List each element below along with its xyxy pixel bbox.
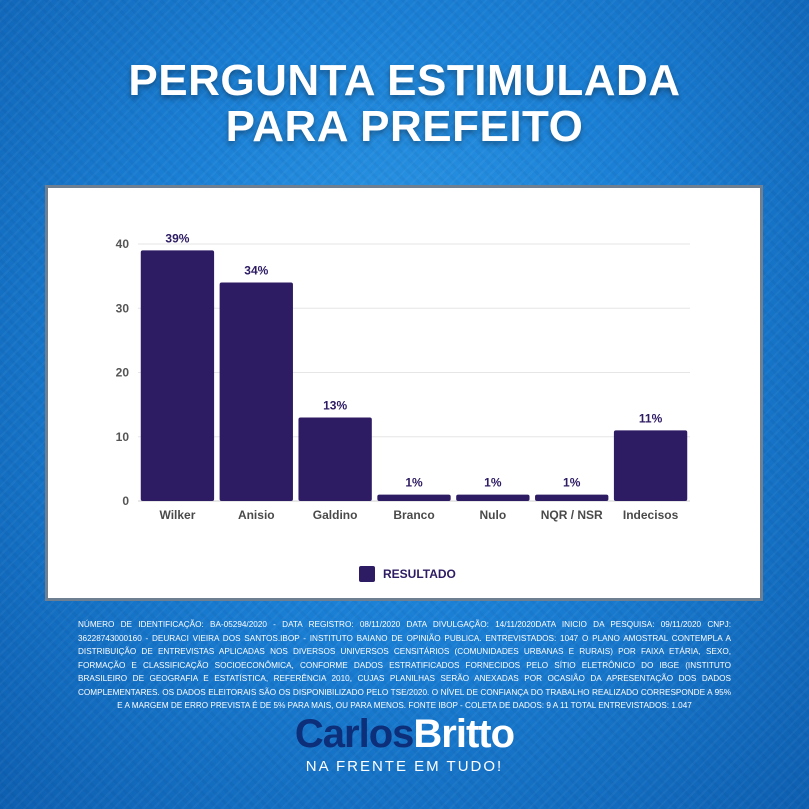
- x-tick-label: Anisio: [238, 508, 275, 522]
- title-line-2: PARA PREFEITO: [225, 102, 584, 151]
- x-tick-label: Branco: [393, 508, 434, 522]
- chart-legend: RESULTADO: [359, 565, 456, 583]
- y-tick-label: 30: [116, 301, 130, 315]
- y-tick-label: 20: [116, 366, 130, 380]
- data-label: 11%: [639, 411, 663, 425]
- data-label: 13%: [323, 398, 347, 412]
- page-title: PERGUNTA ESTIMULADA PARA PREFEITO: [0, 58, 809, 150]
- bar: [140, 250, 215, 501]
- legend-label: RESULTADO: [383, 567, 456, 581]
- bar: [613, 430, 688, 501]
- bar-chart: 0 10 20 30 40 39% Wilker 34% Anisio 13% Galdino 1% B…: [116, 231, 690, 522]
- brand-name-second: Britto: [413, 712, 515, 756]
- brand-logo: CarlosBritto: [0, 712, 809, 756]
- data-label: 34%: [244, 264, 268, 278]
- data-label: 1%: [405, 476, 423, 490]
- bar: [219, 282, 293, 501]
- x-tick-label: Indecisos: [623, 508, 679, 522]
- survey-footnote: NÚMERO DE IDENTIFICAÇÃO: BA-05294/2020 -…: [78, 620, 731, 710]
- title-line-1: PERGUNTA ESTIMULADA: [128, 56, 681, 105]
- y-tick-label: 40: [116, 237, 130, 251]
- brand-tagline: NA FRENTE EM TUDO!: [305, 758, 504, 775]
- x-tick-label: Wilker: [159, 508, 195, 522]
- x-tick-label: NQR / NSR: [541, 508, 603, 522]
- bar: [535, 494, 609, 501]
- x-tick-label: Nulo: [480, 508, 507, 522]
- data-label: 1%: [563, 476, 581, 490]
- brand-name-first: Carlos: [294, 712, 414, 756]
- x-tick-label: Galdino: [313, 508, 358, 522]
- bar: [377, 494, 451, 501]
- y-tick-label: 0: [122, 494, 129, 508]
- data-label: 1%: [484, 476, 502, 490]
- bar: [456, 494, 530, 501]
- chart-panel: 0 10 20 30 40 39% Wilker 34% Anisio 13% Galdino 1% B…: [45, 185, 763, 601]
- legend-swatch: [359, 566, 375, 582]
- data-label: 39%: [165, 231, 189, 245]
- y-tick-label: 10: [116, 430, 130, 444]
- bar: [298, 417, 372, 501]
